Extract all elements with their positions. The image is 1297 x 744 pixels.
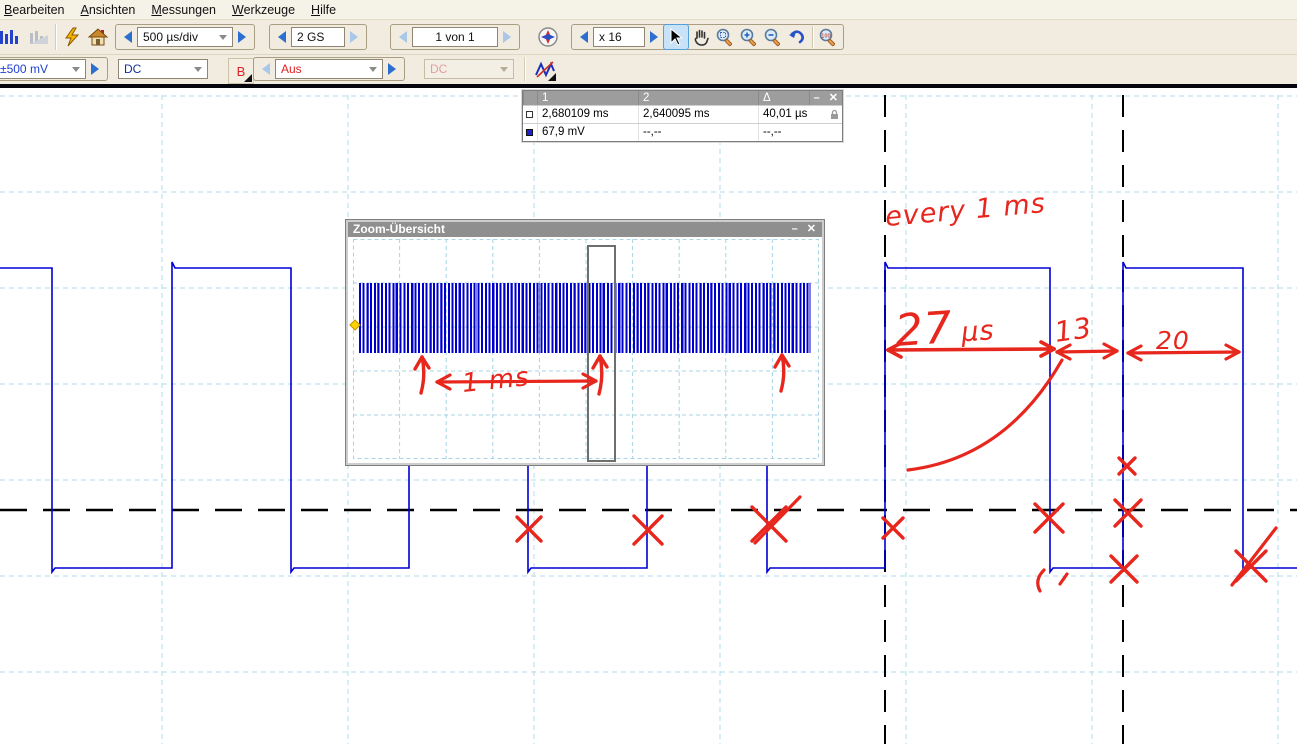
main-toolbar: 500 µs/div 2 GS 1 von 1 x 16: [0, 20, 1297, 55]
table-row: 67,9 mV --,-- --,--: [523, 123, 842, 141]
buffer-next-button[interactable]: [498, 27, 516, 47]
measurement-col-1: 1: [537, 91, 638, 105]
zoom-next-button[interactable]: [645, 27, 663, 47]
chevron-down-icon: [194, 66, 202, 72]
minimize-button[interactable]: –: [813, 92, 820, 104]
svg-text:100: 100: [821, 33, 831, 39]
zoom-overview-window[interactable]: Zoom-Übersicht – ✕: [345, 219, 825, 466]
close-icon[interactable]: ✕: [828, 92, 838, 104]
samples-value-box[interactable]: 2 GS: [291, 27, 345, 47]
coupling-b-value: DC: [430, 62, 448, 76]
lightning-icon[interactable]: [60, 25, 84, 49]
zoom-select-icon[interactable]: [713, 25, 737, 49]
menu-hilfe[interactable]: Hilfe: [311, 2, 337, 17]
chevron-down-icon: [219, 34, 227, 40]
channel-b-mode-select[interactable]: Aus: [275, 59, 383, 79]
zoom-overview-grid: [353, 239, 819, 459]
buffer-prev-button[interactable]: [394, 27, 412, 47]
channel-b-prev-button[interactable]: [257, 59, 275, 79]
menu-ansichten[interactable]: Ansichten: [80, 2, 136, 17]
measurement-col-delta: Δ: [758, 91, 842, 105]
measurement-panel[interactable]: 1 2 Δ – ✕ 2,680109 ms 2,640095 ms 40,01 …: [522, 90, 843, 142]
lock-icon: [831, 109, 838, 119]
ruler-2-icon: [526, 129, 533, 136]
menu-messungen[interactable]: Messungen: [151, 2, 217, 17]
minimize-button[interactable]: –: [791, 223, 798, 235]
coupling-a-value: DC: [124, 62, 142, 76]
range-next-button[interactable]: [86, 59, 104, 79]
undo-zoom-icon[interactable]: [785, 25, 809, 49]
chevron-down-icon: [72, 66, 80, 72]
chevron-down-icon: [500, 66, 508, 72]
zoom-prev-button[interactable]: [575, 27, 593, 47]
close-icon[interactable]: ✕: [806, 223, 816, 235]
menu-bar: Bearbeiten Ansichten Messungen Werkzeuge…: [0, 0, 1297, 20]
corner-triangle-icon: [244, 74, 252, 82]
channel-b-group: Aus: [253, 57, 405, 81]
buffer-group: 1 von 1: [390, 24, 520, 50]
pointer-tool-button[interactable]: [663, 24, 689, 50]
zoom-out-icon[interactable]: [761, 25, 785, 49]
range-select[interactable]: ±500 mV: [0, 59, 86, 79]
channel-b-mode-value: Aus: [281, 62, 302, 76]
table-row: 2,680109 ms 2,640095 ms 40,01 µs: [523, 105, 842, 123]
range-group: ±500 mV: [0, 57, 108, 81]
spectrum-view-icon[interactable]: [27, 25, 51, 49]
timebase-select[interactable]: 500 µs/div: [137, 27, 233, 47]
toolbar-divider: [0, 84, 1297, 88]
timebase-value: 500 µs/div: [143, 30, 198, 44]
measurement-col-2: 2: [638, 91, 758, 105]
zoom-group: x 16 100: [571, 24, 844, 50]
buffer-navigator-icon[interactable]: [536, 25, 560, 49]
zoom-overview-titlebar[interactable]: Zoom-Übersicht – ✕: [348, 222, 822, 237]
timebase-prev-button[interactable]: [119, 27, 137, 47]
zoom-region-handle[interactable]: [587, 245, 616, 462]
buffer-value-box[interactable]: 1 von 1: [412, 27, 498, 47]
channel-b-label: B: [236, 63, 246, 79]
timebase-next-button[interactable]: [233, 27, 251, 47]
chevron-down-icon: [369, 66, 377, 72]
range-value: ±500 mV: [0, 62, 48, 76]
zoom-factor-value: x 16: [599, 30, 622, 44]
zoom-factor-box[interactable]: x 16: [593, 27, 645, 47]
signal-generator-icon[interactable]: [533, 58, 557, 82]
coupling-b-select-disabled: DC: [424, 59, 514, 79]
menu-bearbeiten[interactable]: Bearbeiten: [4, 2, 65, 17]
zoom-100-icon[interactable]: 100: [816, 25, 840, 49]
menu-werkzeuge[interactable]: Werkzeuge: [232, 2, 296, 17]
samples-prev-button[interactable]: [273, 27, 291, 47]
home-icon[interactable]: [86, 25, 110, 49]
channel-toolbar: ±500 mV DC B Aus DC: [0, 55, 1297, 84]
zoom-in-icon[interactable]: [737, 25, 761, 49]
waveform-view-icon[interactable]: [0, 25, 21, 49]
hand-tool-button[interactable]: [689, 25, 713, 49]
ruler-1-icon: [526, 111, 533, 118]
buffer-value: 1 von 1: [435, 30, 475, 44]
samples-next-button[interactable]: [345, 27, 363, 47]
channel-b-button[interactable]: B: [228, 58, 254, 84]
samples-group: 2 GS: [269, 24, 367, 50]
zoom-overview-waveform: [359, 283, 811, 353]
samples-value: 2 GS: [297, 30, 325, 44]
coupling-a-select[interactable]: DC: [118, 59, 208, 79]
timebase-group: 500 µs/div: [115, 24, 255, 50]
channel-b-next-button[interactable]: [383, 59, 401, 79]
window-title: Zoom-Übersicht: [353, 222, 446, 236]
measurement-header: 1 2 Δ – ✕: [523, 91, 842, 105]
